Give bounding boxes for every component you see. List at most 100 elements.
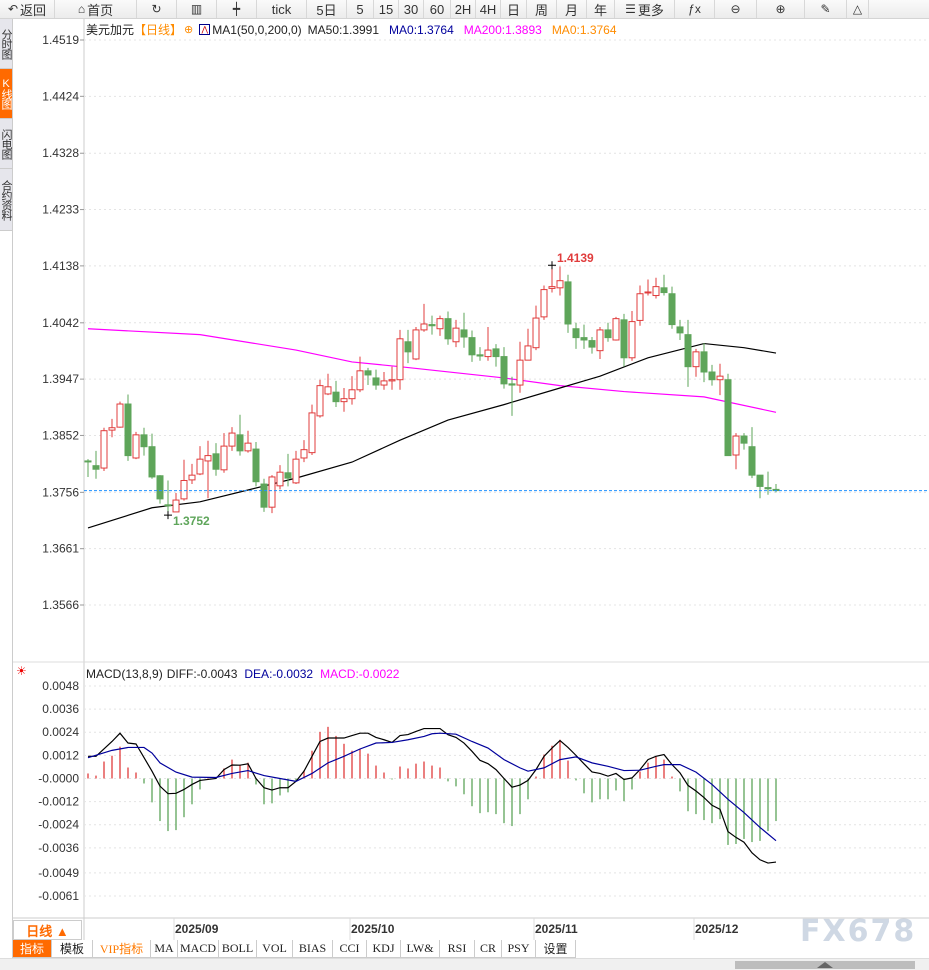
candle [508,376,516,416]
low-marker [164,511,172,520]
toolbar-button-zoom-in[interactable]: ⊕ [757,0,805,18]
toolbar-button-zoom-out[interactable]: ⊖ [715,0,757,18]
toolbar-button-bar-chart[interactable]: ▥ [177,0,217,18]
home-icon: ⌂ [77,2,86,16]
toolbar-button-5-tick[interactable]: tick [257,0,307,18]
candle-body [220,445,228,471]
toolbar-button-16-年[interactable]: 年 [587,0,615,18]
candle [500,347,508,389]
candle [692,348,700,377]
indicator-tab-模板[interactable]: 模板 [52,940,93,957]
indicator-tab-rsi[interactable]: RSI [440,940,475,957]
candle-body [228,432,236,447]
toolbar-button-15-月[interactable]: 月 [557,0,587,18]
candle-body [508,383,516,386]
indicator-tab-cr[interactable]: CR [475,940,502,957]
indicator-tab-vip指标[interactable]: VIP指标 [93,940,151,957]
settings-circle-icon[interactable]: ⊕ [184,24,194,36]
pencil-icon: ✎ [820,2,831,16]
candle-body [212,453,220,470]
toolbar-button-17-更多[interactable]: ☰ 更多 [615,0,675,18]
toolbar-button-refresh[interactable]: ↻ [137,0,177,18]
candle-body [596,329,604,352]
candle-body [668,293,676,326]
indicator-tab-psy[interactable]: PSY [502,940,536,957]
toolbar-button-0-返回[interactable]: ↶ 返回 [0,0,55,18]
toolbar-button-13-日[interactable]: 日 [501,0,527,18]
toolbar-button-6-5日[interactable]: 5日 [307,0,347,18]
indicator-tab-boll[interactable]: BOLL [219,940,257,957]
high-marker [548,261,556,270]
candle [716,363,724,396]
candle [596,326,604,359]
toolbar-button-function-fx[interactable]: ƒx [675,0,715,18]
indicator-tab-vol[interactable]: VOL [257,940,293,957]
dea-line [87,732,777,842]
candle [612,316,620,341]
candle [708,364,716,386]
toolbar-button-pencil[interactable]: ✎ [805,0,847,18]
macd-settings-icon[interactable]: ☀ [16,664,27,678]
candle [740,433,748,450]
toolbar-button-11-2H[interactable]: 2H [451,0,476,18]
toolbar-button-14-周[interactable]: 周 [527,0,557,18]
candle-body [444,318,452,340]
period-select-button[interactable]: 日线 ▲ [13,920,82,940]
price-tick-label: 1.3661 [42,542,79,556]
scrollbar-thumb[interactable] [735,961,915,969]
diff-line [88,727,777,864]
sidebar-tab-2[interactable]: 闪电图 [0,119,12,169]
toolbar-button-candlestick[interactable]: ┿ [217,0,257,18]
toolbar-label: 60 [429,1,445,17]
candle [516,341,524,393]
toolbar-button-1-首页[interactable]: ⌂ 首页 [55,0,137,18]
candle [556,266,564,296]
candle [148,433,156,479]
candle-body [348,389,356,400]
candle [628,310,636,361]
candle-body [140,434,148,448]
toolbar-button-12-4H[interactable]: 4H [476,0,501,18]
sidebar-tab-0[interactable]: 分时图 [0,19,12,69]
price-tick-label: 1.3566 [42,598,79,612]
sidebar-tab-1[interactable]: K线图 [0,69,12,119]
indicator-tab-指标[interactable]: 指标 [13,940,52,957]
candle-body [548,286,556,289]
toolbar-button-10-60[interactable]: 60 [424,0,451,18]
candle [244,430,252,453]
toolbar-button-9-30[interactable]: 30 [399,0,424,18]
indicator-tab-lw&[interactable]: LW& [401,940,440,957]
indicator-tab-ma[interactable]: MA [151,940,178,957]
candle-body [580,337,588,341]
toolbar-button-8-15[interactable]: 15 [374,0,399,18]
indicator-icon[interactable]: ⋀ [199,24,211,35]
sidebar-border [0,231,13,961]
candle [84,459,92,477]
candle [420,303,428,332]
candle [756,474,764,499]
candle [212,443,220,476]
candle [396,329,404,390]
candle [476,347,484,361]
bar-chart-icon: ▥ [190,2,203,16]
candle-body [396,338,404,381]
horizontal-scrollbar[interactable] [0,958,929,970]
indicator-tab-kdj[interactable]: KDJ [367,940,401,957]
candle-body [172,499,180,513]
toolbar-button-7-5[interactable]: 5 [347,0,374,18]
candle-body [316,385,324,417]
candle [92,450,100,479]
sidebar-tab-3[interactable]: 合约资料 [0,169,12,231]
candle-body [460,329,468,338]
price-tick-label: 1.4519 [42,33,79,47]
indicator-tab-cci[interactable]: CCI [333,940,367,957]
macd-tick-label: 0.0024 [42,725,79,739]
indicator-tab-bias[interactable]: BIAS [293,940,333,957]
indicator-tab-macd[interactable]: MACD [178,940,219,957]
macd-tick-label: -0.0012 [38,795,79,809]
candle-body [564,281,572,325]
candle [268,475,276,514]
toolbar-button-triangle[interactable]: △ [847,0,869,18]
indicator-tab-设置[interactable]: 设置 [536,940,576,957]
